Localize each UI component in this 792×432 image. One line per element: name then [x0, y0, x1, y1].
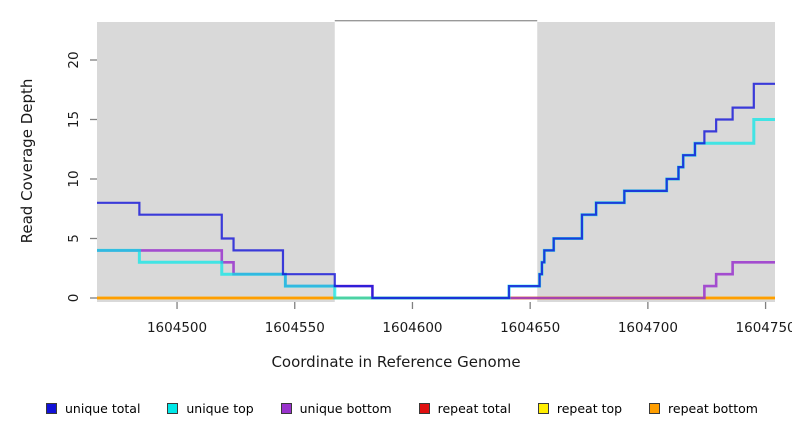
y-tick-label: 0 — [66, 294, 82, 303]
legend-swatch-repeat-top — [537, 403, 549, 414]
x-tick-label: 1604500 — [147, 320, 207, 336]
x-axis-title: Coordinate in Reference Genome — [271, 353, 521, 371]
legend-label: repeat total — [437, 401, 511, 416]
legend-item-unique-total: unique total — [46, 401, 140, 416]
series-line-unique-total — [97, 82, 775, 300]
y-axis-title: Read Coverage Depth — [18, 78, 36, 244]
x-tick-label: 1604700 — [618, 320, 678, 336]
legend-label: repeat bottom — [668, 401, 758, 416]
legend-item-repeat-top: repeat top — [537, 401, 623, 416]
legend-swatch-unique-bottom — [280, 403, 292, 414]
legend-label: unique total — [65, 401, 141, 416]
chart-canvas: 1604500 1604550 1604600 1604650 1604700 16047… — [66, 20, 792, 336]
legend-swatch-unique-top — [167, 403, 179, 414]
x-tick-label: 1604650 — [500, 320, 560, 336]
y-tick-label: 15 — [66, 111, 82, 128]
legend-swatch-repeat-bottom — [649, 403, 661, 414]
legend-item-repeat-bottom: repeat bottom — [649, 401, 758, 416]
legend: unique total unique top unique bottom repea… — [46, 401, 758, 416]
y-tick-label: 20 — [66, 51, 82, 68]
legend-label: unique bottom — [299, 401, 392, 416]
legend-label: unique top — [186, 401, 254, 416]
legend-item-unique-bottom: unique bottom — [280, 401, 392, 416]
right-shaded-region — [537, 22, 775, 302]
legend-swatch-repeat-total — [418, 403, 430, 414]
x-tick-label: 1604750 — [736, 320, 792, 336]
x-tick-label: 1604600 — [382, 320, 442, 336]
x-tick-label: 1604550 — [265, 320, 325, 336]
legend-swatch-unique-total — [46, 403, 57, 414]
legend-item-unique-top: unique top — [167, 401, 254, 416]
y-tick-label: 10 — [66, 170, 82, 187]
legend-item-repeat-total: repeat total — [418, 401, 511, 416]
left-shaded-region — [97, 22, 335, 302]
y-tick-label: 5 — [66, 234, 82, 243]
legend-label: repeat top — [556, 401, 623, 416]
